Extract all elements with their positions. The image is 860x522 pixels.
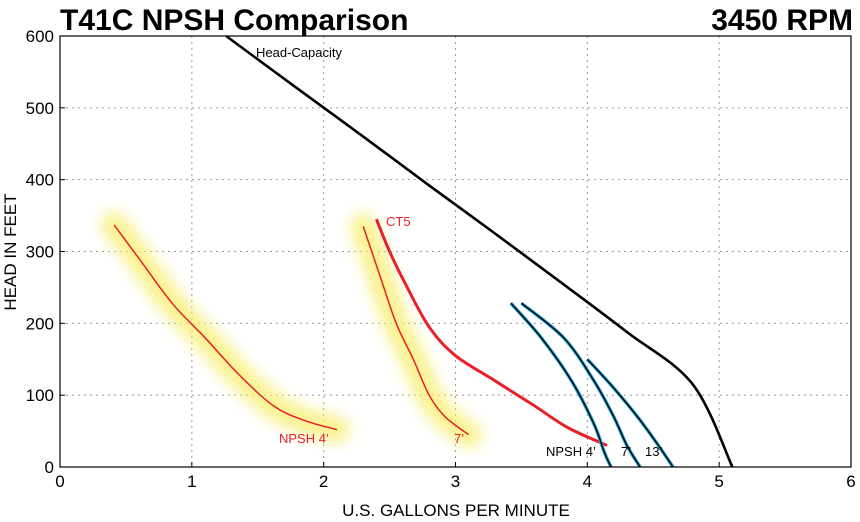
x-tick-label: 6 (846, 472, 855, 491)
x-tick-label: 1 (187, 472, 196, 491)
series-line-black-7 (520, 302, 641, 468)
y-tick-label: 300 (26, 243, 54, 262)
npsh-glow-highlights (101, 211, 482, 448)
glow-highlight-7 (350, 213, 482, 448)
series-line-black-npsh-4 (510, 302, 612, 468)
y-tick-label: 400 (26, 171, 54, 190)
glow-highlight-npsh-4 (101, 211, 350, 443)
grid-lines (60, 36, 851, 467)
y-axis-ticks: 0 100 200 300 400 500 600 (26, 27, 65, 477)
red-7-label: 7’ (454, 431, 464, 446)
red-npsh-4-label: NPSH 4’ (279, 431, 329, 446)
x-axis-ticks: 0 1 2 3 4 5 6 (55, 462, 856, 491)
black-7-label: 7’ (621, 444, 631, 459)
y-tick-label: 500 (26, 99, 54, 118)
ct5-label: CT5 (386, 214, 411, 229)
x-tick-label: 5 (714, 472, 723, 491)
series-line-head-capacity (225, 34, 734, 468)
head-capacity-label: Head-Capacity (256, 45, 342, 60)
y-tick-label: 0 (45, 458, 54, 477)
chart-title: T41C NPSH Comparison (60, 4, 408, 37)
series-line-ct5 (375, 218, 608, 447)
y-tick-label: 200 (26, 314, 54, 333)
chart-curves (113, 34, 734, 468)
series-line-black-13 (586, 358, 674, 468)
y-tick-label: 600 (26, 27, 54, 46)
y-axis-label: HEAD IN FEET (1, 193, 20, 310)
x-tick-label: 4 (583, 472, 592, 491)
black-13-label: 13’ (645, 444, 662, 459)
series-line-red-npsh-4 (113, 224, 338, 431)
x-axis-label: U.S. GALLONS PER MINUTE (342, 501, 570, 520)
x-tick-label: 3 (451, 472, 460, 491)
series-line-red-7 (362, 226, 470, 436)
x-tick-label: 0 (55, 472, 64, 491)
x-tick-label: 2 (319, 472, 328, 491)
black-npsh-4-label: NPSH 4’ (546, 444, 596, 459)
y-tick-label: 100 (26, 386, 54, 405)
chart-subtitle: 3450 RPM (711, 4, 853, 37)
